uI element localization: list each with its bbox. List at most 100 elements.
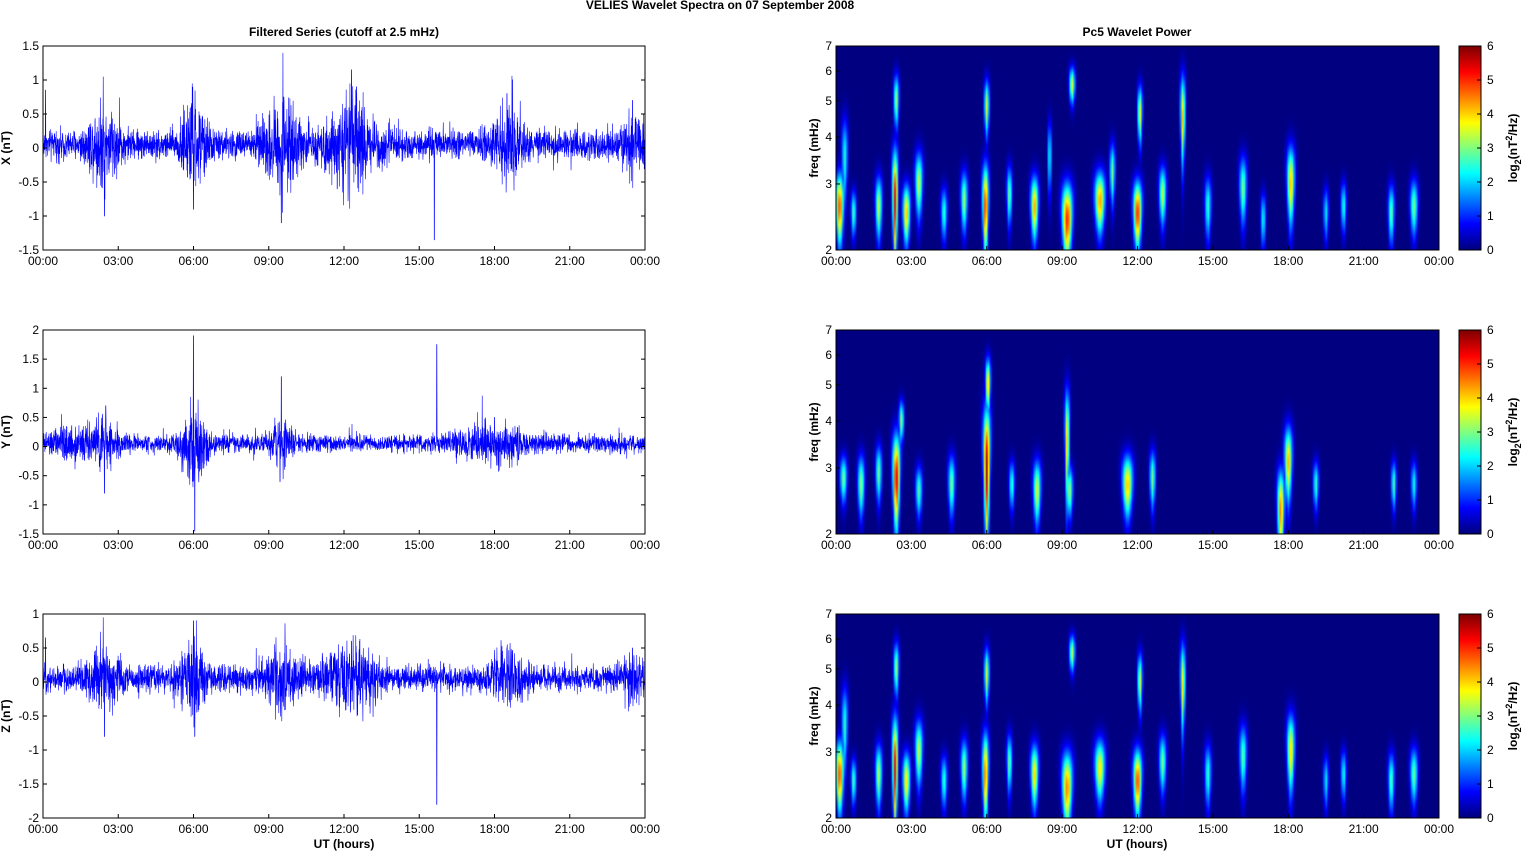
series-y-ytick-label: 2 — [32, 323, 39, 337]
wavelet-z-ytick-label: 5 — [825, 662, 832, 676]
wavelet-x-xtick-label: 03:00 — [896, 254, 926, 268]
series-z-plot-area — [43, 614, 645, 818]
series-z-xtick-label: 00:00 — [630, 822, 660, 836]
wavelet-z-xtick-label: 18:00 — [1273, 822, 1303, 836]
series-x-xtick-label: 12:00 — [329, 254, 359, 268]
figure-title: VELIES Wavelet Spectra on 07 September 2… — [586, 0, 855, 12]
wavelet-x-xtick-label: 00:00 — [821, 254, 851, 268]
wavelet-x-colorbar-tick-label: 6 — [1487, 39, 1494, 53]
series-z-xtick-label: 21:00 — [555, 822, 585, 836]
series-y-xtick-label: 15:00 — [404, 538, 434, 552]
wavelet-x-colorbar-tick-label: 3 — [1487, 141, 1494, 155]
series-x-ytick-label: 1.5 — [22, 39, 39, 53]
wavelet-x-colorbar-tick-label: 4 — [1487, 107, 1494, 121]
series-y-xtick-label: 12:00 — [329, 538, 359, 552]
wavelet-y-ytick-label: 7 — [825, 323, 832, 337]
wavelet-y-xtick-label: 00:00 — [1424, 538, 1454, 552]
wavelet-y-xtick-label: 12:00 — [1122, 538, 1152, 552]
wavelet-z-xtick-label: 12:00 — [1122, 822, 1152, 836]
wavelet-z-heatmap — [836, 614, 1439, 818]
series-y-ytick-label: 0.5 — [22, 410, 39, 424]
series-y-ylabel: Y (nT) — [0, 415, 13, 449]
wavelet-x-xtick-label: 18:00 — [1273, 254, 1303, 268]
wavelet-z-xtick-label: 00:00 — [1424, 822, 1454, 836]
wavelet-y-colorbar-tick-label: 4 — [1487, 391, 1494, 405]
series-y-ytick-label: -0.5 — [18, 469, 39, 483]
wavelet-y-xtick-label: 00:00 — [821, 538, 851, 552]
series-x-ytick-label: 1 — [32, 73, 39, 87]
wavelet-y-ytick-label: 5 — [825, 378, 832, 392]
wavelet-z-xtick-label: 00:00 — [821, 822, 851, 836]
series-y-ytick-label: -1.5 — [18, 527, 39, 541]
series-z-xtick-label: 06:00 — [178, 822, 208, 836]
series-y-xtick-label: 00:00 — [630, 538, 660, 552]
series-x-ytick-label: -1.5 — [18, 243, 39, 257]
xlabel-right: UT (hours) — [1107, 837, 1168, 851]
wavelet-z-xtick-label: 06:00 — [972, 822, 1002, 836]
wavelet-z-colorbar-tick-label: 6 — [1487, 607, 1494, 621]
wavelet-y-ytick-label: 4 — [825, 414, 832, 428]
wavelet-y-ytick-label: 3 — [825, 461, 832, 475]
series-z-ytick-label: -1.5 — [18, 777, 39, 791]
wavelet-y-ytick-label: 2 — [825, 527, 832, 541]
series-y-ytick-label: -1 — [28, 498, 39, 512]
series-x-xtick-label: 21:00 — [555, 254, 585, 268]
wavelet-y-panel: 2 3 4 5 6 7 00:00 03:00 06:00 09:00 12:00 15:00 18:0… — [807, 323, 1522, 552]
series-x-ylabel: X (nT) — [0, 131, 13, 165]
wavelet-y-colorbar-tick-label: 5 — [1487, 357, 1494, 371]
series-z-xtick-label: 03:00 — [103, 822, 133, 836]
series-x-xtick-label: 09:00 — [254, 254, 284, 268]
wavelet-x-ytick-label: 2 — [825, 243, 832, 257]
wavelet-z-colorbar-tick-label: 0 — [1487, 811, 1494, 825]
series-y-xtick-label: 18:00 — [479, 538, 509, 552]
wavelet-z-colorbar-label: log2(nT2/Hz) — [1504, 682, 1522, 751]
wavelet-x-colorbar — [1459, 46, 1481, 250]
left-column-title: Filtered Series (cutoff at 2.5 mHz) — [249, 25, 439, 39]
wavelet-x-heatmap — [836, 46, 1439, 250]
wavelet-x-xtick-label: 15:00 — [1198, 254, 1228, 268]
wavelet-z-panel: 2 3 4 5 6 7 00:00 03:00 06:00 09:00 12:00 15:00 18:0… — [807, 607, 1522, 836]
series-z-ylabel: Z (nT) — [0, 699, 13, 732]
wavelet-y-xtick-label: 06:00 — [972, 538, 1002, 552]
series-y-xtick-label: 00:00 — [28, 538, 58, 552]
wavelet-x-xtick-label: 12:00 — [1122, 254, 1152, 268]
wavelet-z-colorbar — [1459, 614, 1481, 818]
wavelet-z-ytick-label: 3 — [825, 745, 832, 759]
wavelet-x-colorbar-tick-label: 0 — [1487, 243, 1494, 257]
series-x-xtick-label: 00:00 — [630, 254, 660, 268]
series-y-ytick-label: 0 — [32, 440, 39, 454]
wavelet-y-colorbar-tick-label: 3 — [1487, 425, 1494, 439]
wavelet-x-ytick-label: 3 — [825, 177, 832, 191]
series-z-xtick-label: 00:00 — [28, 822, 58, 836]
wavelet-z-ylabel: freq (mHz) — [807, 686, 821, 745]
wavelet-z-ytick-label: 4 — [825, 698, 832, 712]
series-z-line — [42, 617, 646, 805]
wavelet-y-colorbar-label: log2(nT2/Hz) — [1504, 398, 1522, 467]
series-y-xtick-label: 21:00 — [555, 538, 585, 552]
wavelet-y-colorbar-tick-label: 2 — [1487, 459, 1494, 473]
wavelet-x-colorbar-tick-label: 2 — [1487, 175, 1494, 189]
series-y-ytick-label: 1 — [32, 381, 39, 395]
wavelet-x-ytick-label: 7 — [825, 39, 832, 53]
wavelet-z-colorbar-tick-label: 1 — [1487, 777, 1494, 791]
series-y-plot-area — [43, 330, 645, 534]
wavelet-z-colorbar-tick-label: 3 — [1487, 709, 1494, 723]
series-x-line — [42, 52, 646, 241]
wavelet-z-xtick-label: 21:00 — [1349, 822, 1379, 836]
series-z-ytick-label: -0.5 — [18, 709, 39, 723]
wavelet-x-ytick-label: 6 — [825, 64, 832, 78]
series-x-xtick-label: 03:00 — [103, 254, 133, 268]
wavelet-x-ytick-label: 4 — [825, 130, 832, 144]
series-x-ytick-label: -0.5 — [18, 175, 39, 189]
series-x-panel: -1.5 -1 -0.5 0 0.5 1 1.5 00:00 03:00 06:00 09:00 12… — [0, 39, 660, 268]
wavelet-y-heatmap — [836, 330, 1439, 534]
panels: -1.5-1-0.500.511.500:00 03:00 06:00 09:00 12… — [0, 39, 1522, 836]
wavelet-x-xtick-label: 06:00 — [972, 254, 1002, 268]
series-x-ytick-label: 0 — [32, 141, 39, 155]
wavelet-x-ytick-label: 5 — [825, 94, 832, 108]
series-y-xtick-label: 06:00 — [178, 538, 208, 552]
wavelet-x-xtick-label: 00:00 — [1424, 254, 1454, 268]
series-x-ytick-label: -1 — [28, 209, 39, 223]
wavelet-x-colorbar-tick-label: 1 — [1487, 209, 1494, 223]
right-column-title: Pc5 Wavelet Power — [1083, 25, 1192, 39]
